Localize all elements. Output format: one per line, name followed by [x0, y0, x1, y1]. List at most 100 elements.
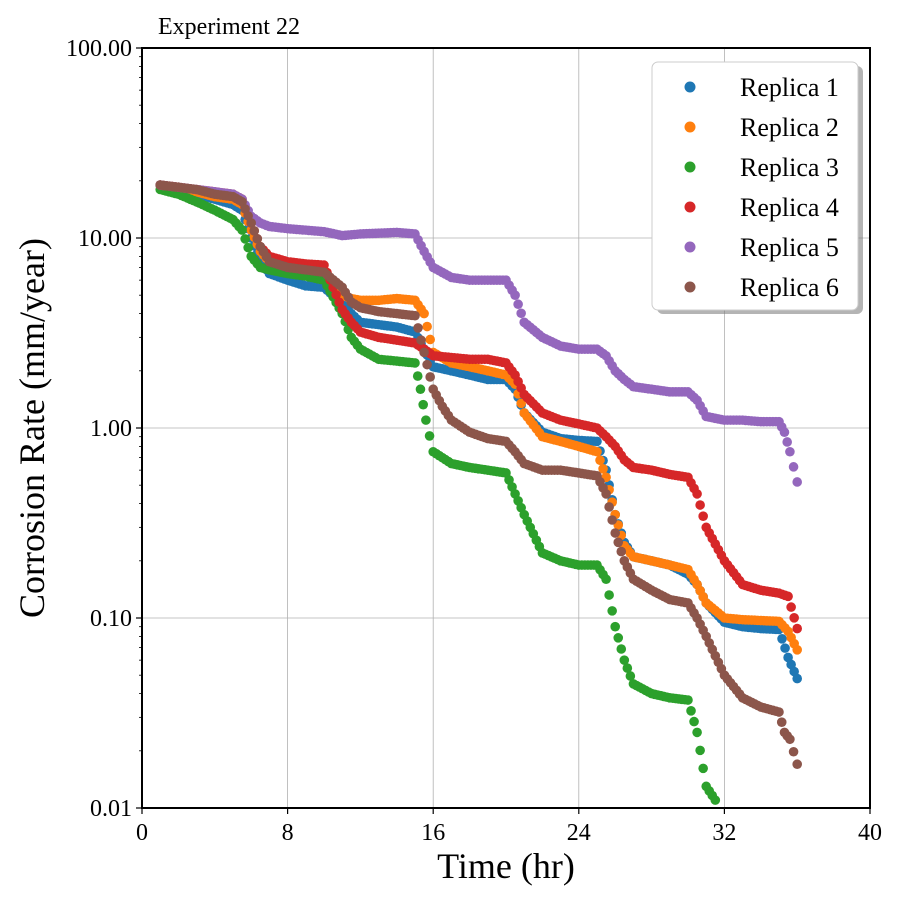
y-tick-label: 100.00 — [66, 36, 132, 62]
y-axis-label: Corrosion Rate (mm/year) — [12, 238, 52, 618]
data-point — [604, 502, 614, 512]
data-point — [592, 446, 602, 457]
legend-label: Replica 3 — [740, 153, 839, 182]
legend-label: Replica 4 — [740, 193, 839, 222]
data-point — [622, 663, 633, 673]
data-point — [792, 759, 802, 770]
data-point — [613, 633, 624, 643]
data-point — [413, 323, 423, 333]
data-point — [419, 347, 429, 358]
data-point — [422, 359, 432, 370]
legend-label: Replica 2 — [740, 113, 839, 142]
data-point — [516, 308, 526, 319]
y-tick-label: 0.01 — [90, 796, 132, 822]
data-point — [613, 537, 624, 548]
data-point — [774, 707, 784, 717]
data-point — [412, 371, 423, 381]
data-point — [610, 621, 620, 632]
data-point — [598, 464, 608, 474]
legend-label: Replica 1 — [740, 73, 839, 102]
legend-marker — [684, 81, 696, 93]
data-point — [237, 225, 247, 235]
x-tick-label: 32 — [712, 820, 736, 846]
data-point — [416, 335, 426, 345]
y-tick-label: 10.00 — [78, 226, 132, 252]
data-point — [789, 613, 799, 623]
data-point — [601, 489, 611, 499]
data-point — [698, 511, 708, 521]
data-point — [619, 655, 630, 665]
data-point — [686, 706, 696, 716]
data-point — [683, 695, 693, 705]
legend-marker — [684, 161, 696, 173]
data-point — [785, 446, 795, 457]
data-point — [788, 746, 799, 757]
x-tick-label: 0 — [136, 820, 148, 846]
data-point — [610, 528, 620, 538]
data-point — [601, 574, 611, 585]
data-point — [415, 384, 426, 395]
data-point — [331, 289, 341, 300]
data-point — [424, 431, 435, 441]
data-point — [777, 634, 787, 644]
data-point — [249, 226, 260, 236]
data-point — [692, 489, 702, 499]
legend-label: Replica 6 — [740, 273, 839, 302]
y-tick-label: 1.00 — [90, 416, 132, 442]
data-point — [246, 218, 256, 228]
data-point — [689, 716, 699, 727]
data-point — [780, 643, 790, 653]
data-point — [516, 398, 526, 409]
axis-ticks: 0 8 16 24 32 40 0.01 0.10 1.00 10.00 100.00 — [66, 36, 882, 846]
data-point — [625, 671, 636, 681]
data-point — [243, 242, 253, 253]
data-points — [155, 180, 802, 805]
legend-marker — [684, 201, 696, 213]
data-point — [607, 515, 617, 525]
x-tick-label: 8 — [282, 820, 294, 846]
legend: Replica 1 Replica 2 Replica 3 Replica 4 Repl… — [651, 61, 863, 314]
data-point — [616, 644, 627, 654]
data-point — [421, 415, 431, 425]
data-point — [425, 334, 435, 345]
data-point — [592, 436, 602, 447]
data-point — [782, 437, 792, 447]
data-point — [695, 500, 705, 510]
data-point — [252, 233, 263, 244]
y-tick-label: 0.10 — [90, 606, 132, 632]
data-point — [240, 234, 250, 244]
data-point — [792, 673, 802, 684]
legend-marker — [684, 121, 696, 133]
data-point — [425, 372, 435, 382]
x-axis-label: Time (hr) — [437, 846, 575, 886]
data-point — [422, 321, 432, 332]
data-point — [698, 763, 708, 774]
data-point — [692, 727, 702, 738]
data-point — [783, 591, 793, 602]
series-replica-6 — [155, 180, 802, 770]
series-replica-3 — [155, 184, 721, 805]
data-point — [785, 734, 795, 745]
legend-marker — [684, 281, 696, 293]
data-point — [604, 590, 614, 600]
data-point — [792, 645, 802, 655]
data-point — [695, 745, 705, 756]
data-point — [792, 477, 802, 487]
x-tick-label: 40 — [858, 820, 882, 846]
data-point — [788, 462, 799, 472]
data-point — [418, 399, 428, 410]
data-point — [595, 455, 605, 466]
data-point — [607, 606, 617, 616]
data-point — [616, 546, 627, 557]
data-point — [510, 290, 520, 300]
data-point — [776, 717, 787, 728]
legend-box — [651, 61, 859, 311]
data-point — [786, 602, 796, 612]
data-point — [792, 623, 802, 634]
data-point — [419, 308, 429, 319]
data-point — [710, 795, 721, 805]
chart-title: Experiment 22 — [158, 14, 300, 40]
data-point — [513, 299, 523, 310]
data-point — [334, 297, 344, 307]
